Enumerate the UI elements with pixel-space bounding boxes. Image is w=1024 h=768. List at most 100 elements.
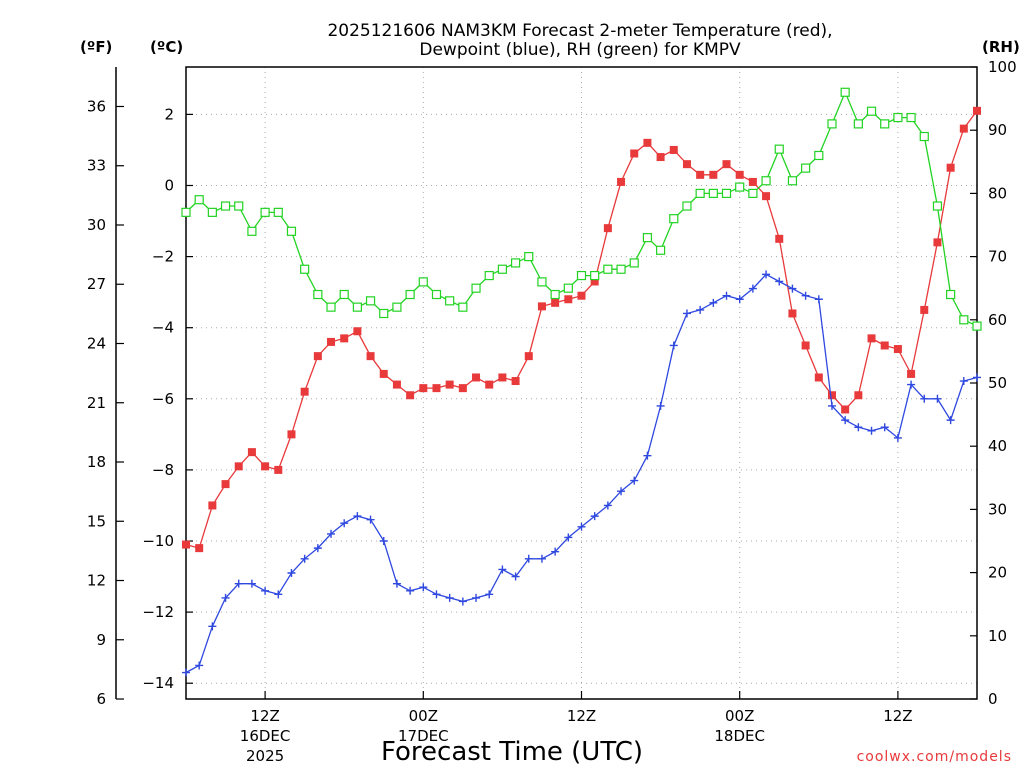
- temperature-point: [709, 170, 718, 179]
- temperature-point: [274, 465, 283, 474]
- fahrenheit-tick-label: 21: [87, 394, 106, 412]
- rh-point: [629, 258, 639, 268]
- rh-point: [431, 289, 442, 300]
- temperature-point: [313, 352, 322, 361]
- temperature-point: [472, 373, 481, 382]
- temperature-point: [959, 124, 968, 133]
- rh-tick-label: 20: [988, 564, 1007, 582]
- series-dewpoint: [182, 270, 981, 677]
- rh-point: [181, 207, 191, 217]
- rh-point: [695, 188, 705, 198]
- rh-point: [365, 296, 376, 306]
- temperature-point: [814, 373, 823, 382]
- rh-point: [735, 182, 745, 192]
- temperature-point: [379, 369, 388, 378]
- dewpoint-point: [643, 451, 652, 460]
- credit-label: coolwx.com/models: [857, 749, 1012, 765]
- dewpoint-point: [920, 394, 929, 403]
- rh-tick-label: 70: [988, 248, 1007, 266]
- dewpoint-point: [630, 476, 639, 485]
- temperature-point: [907, 369, 916, 378]
- rh-point: [906, 112, 916, 123]
- temperature-point: [537, 302, 546, 311]
- dewpoint-point: [946, 416, 955, 425]
- dewpoint-point: [907, 380, 916, 389]
- rh-point: [919, 131, 929, 142]
- dewpoint-point: [419, 583, 428, 592]
- fahrenheit-tick-label: 15: [87, 512, 106, 530]
- temperature-point: [577, 291, 586, 300]
- dewpoint-point: [445, 593, 454, 602]
- rh-point: [471, 283, 481, 293]
- celsius-tick-label: −6: [152, 390, 174, 408]
- dewpoint-point: [880, 423, 889, 432]
- rh-point: [814, 150, 824, 161]
- fahrenheit-tick-label: 27: [87, 275, 106, 293]
- celsius-tick-label: −10: [142, 532, 174, 550]
- dewpoint-point: [182, 668, 190, 677]
- temperature-point: [419, 384, 428, 393]
- temperature-point: [893, 345, 902, 354]
- temperature-point: [234, 462, 243, 471]
- dewpoint-point: [788, 284, 797, 293]
- temperature-point: [432, 384, 441, 393]
- temperature-point: [696, 170, 705, 179]
- dewpoint-point: [577, 522, 586, 531]
- dewpoint-point: [722, 291, 731, 300]
- dewpoint-point: [313, 544, 322, 553]
- celsius-tick-label: −4: [152, 319, 174, 337]
- temperature-point: [524, 352, 533, 361]
- dewpoint-point: [735, 295, 744, 304]
- temperature-point: [880, 341, 889, 350]
- dewpoint-point: [221, 593, 230, 602]
- dewpoint-point: [458, 597, 467, 606]
- rh-point: [273, 207, 283, 217]
- rh-point: [866, 106, 877, 116]
- rh-point: [247, 226, 257, 236]
- temperature-point: [392, 380, 401, 389]
- temperature-point: [933, 238, 942, 247]
- x-tick-label-year: 2025: [246, 747, 284, 765]
- temperature-point: [300, 387, 309, 396]
- temperature-point: [366, 352, 375, 361]
- series-temperature: [182, 106, 981, 553]
- rh-point: [972, 321, 982, 331]
- temperature-point: [498, 373, 507, 382]
- temperature-point: [682, 160, 691, 169]
- rh-point: [774, 144, 784, 154]
- rh-point: [260, 207, 270, 217]
- x-tick-label-date: 17DEC: [398, 727, 449, 745]
- dewpoint-point: [485, 590, 494, 599]
- temperature-point: [669, 145, 678, 154]
- temperature-point: [261, 462, 270, 471]
- x-tick-label-time: 12Z: [250, 707, 279, 725]
- x-tick-label-time: 12Z: [883, 707, 912, 725]
- temperature-point: [867, 334, 876, 343]
- rh-point: [524, 252, 534, 262]
- rh-point: [959, 315, 969, 325]
- series-layer: [181, 87, 982, 677]
- celsius-tick-label: −14: [142, 674, 174, 692]
- rh-point: [392, 302, 402, 312]
- rh-point: [893, 112, 903, 123]
- rh-tick-label: 40: [988, 437, 1007, 455]
- dewpoint-point: [498, 565, 507, 574]
- rh-point: [827, 119, 837, 129]
- x-tick-label-time: 00Z: [725, 707, 754, 725]
- dewpoint-point: [775, 277, 784, 286]
- temperature-point: [788, 309, 797, 318]
- temperature-point: [590, 277, 599, 286]
- rh-point: [550, 289, 560, 300]
- temperature-point: [630, 149, 639, 158]
- rh-point: [748, 188, 758, 198]
- temperature-point: [973, 106, 981, 115]
- rh-point: [642, 233, 653, 243]
- rh-point: [300, 264, 310, 274]
- temperature-point: [287, 430, 296, 439]
- dewpoint-point: [696, 305, 705, 314]
- dewpoint-point: [709, 298, 718, 307]
- rh-point: [339, 289, 349, 300]
- rh-point: [576, 270, 587, 281]
- dewpoint-point: [340, 519, 349, 528]
- temperature-point: [617, 177, 626, 186]
